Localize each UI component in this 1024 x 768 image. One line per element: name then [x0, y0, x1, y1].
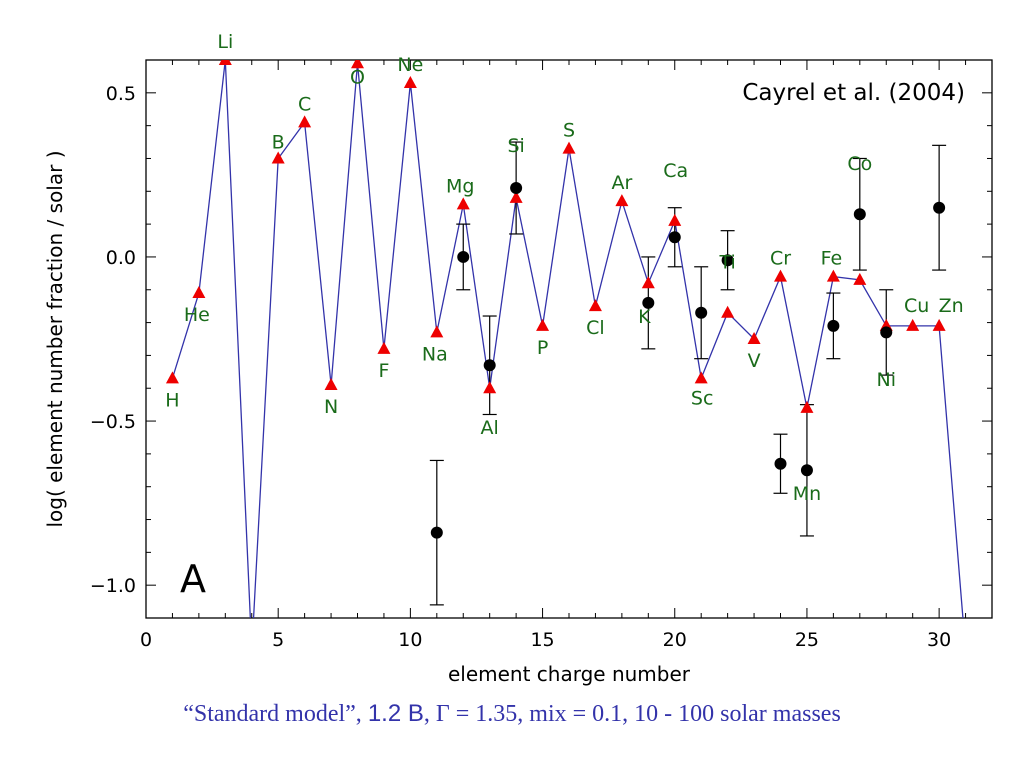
element-label-n: N: [324, 396, 338, 418]
observed-point: [642, 296, 655, 309]
element-label-li: Li: [217, 31, 233, 53]
element-label-ne: Ne: [397, 54, 423, 76]
model-marker: [456, 197, 470, 210]
observed-point: [483, 359, 496, 372]
model-marker: [906, 318, 920, 331]
model-marker: [747, 332, 761, 344]
model-marker: [615, 194, 629, 207]
model-marker: [800, 400, 814, 413]
y-tick-label: 0.0: [106, 247, 136, 269]
element-label-co: Co: [847, 153, 872, 175]
element-label-p: P: [537, 337, 548, 359]
model-marker: [536, 318, 550, 331]
element-label-fe: Fe: [821, 248, 843, 270]
element-label-v: V: [748, 350, 761, 372]
element-label-ti: Ti: [718, 252, 735, 274]
element-label-si: Si: [507, 135, 524, 157]
model-marker: [774, 269, 787, 282]
model-marker: [641, 276, 655, 289]
observed-point: [430, 526, 443, 539]
model-marker: [403, 75, 417, 88]
model-marker: [298, 115, 312, 128]
x-tick-label: 30: [927, 629, 951, 651]
element-label-al: Al: [481, 417, 499, 439]
model-marker: [562, 141, 576, 154]
element-label-na: Na: [422, 343, 448, 365]
caption-part-3: , Γ = 1.35, mix = 0.1, 10 - 100 solar ma…: [423, 701, 841, 727]
observed-point: [510, 182, 523, 195]
element-label-s: S: [563, 120, 575, 142]
element-label-cr: Cr: [770, 248, 791, 270]
element-label-cl: Cl: [586, 317, 605, 339]
model-marker: [588, 299, 602, 312]
model-marker: [192, 286, 206, 299]
y-tick-label: −1.0: [90, 575, 136, 597]
element-label-he: He: [184, 304, 210, 326]
model-marker: [668, 213, 682, 226]
figure-caption: “Standard model”, 1.2 B, Γ = 1.35, mix =…: [0, 700, 1024, 728]
observed-point: [880, 326, 893, 339]
y-axis-title: log( element number fraction / solar ): [43, 150, 67, 527]
model-marker: [694, 371, 708, 384]
model-marker: [245, 644, 258, 656]
element-label-ni: Ni: [877, 369, 897, 391]
element-label-b: B: [272, 131, 285, 153]
element-label-f: F: [378, 360, 389, 382]
y-tick-label: 0.5: [106, 83, 136, 105]
x-tick-label: 15: [530, 629, 554, 651]
model-marker: [377, 341, 391, 354]
element-label-ar: Ar: [611, 172, 632, 194]
caption-part-2: 1.2 B: [367, 700, 424, 727]
model-marker: [509, 190, 523, 203]
x-tick-label: 10: [398, 629, 422, 651]
model-marker: [430, 325, 444, 338]
model-marker: [483, 381, 497, 394]
element-label-sc: Sc: [691, 387, 714, 409]
x-axis-title: element charge number: [448, 662, 691, 686]
observed-point: [827, 319, 840, 332]
element-label-mg: Mg: [446, 175, 474, 197]
element-label-zn: Zn: [939, 295, 964, 317]
element-label-k: K: [638, 306, 651, 328]
caption-part-1: “Standard model”,: [183, 701, 368, 727]
element-label-cu: Cu: [904, 295, 929, 317]
element-label-ca: Ca: [663, 160, 688, 182]
observed-point: [721, 254, 734, 267]
model-marker: [932, 318, 946, 331]
model-marker: [351, 60, 364, 69]
x-tick-label: 5: [272, 629, 284, 651]
observed-point: [774, 457, 787, 470]
observed-point: [800, 464, 813, 477]
model-marker: [271, 151, 285, 164]
panel-label: A: [180, 557, 206, 601]
element-label-o: O: [350, 66, 365, 88]
model-marker: [324, 377, 338, 390]
observed-point: [933, 201, 946, 214]
abundance-chart: 0 5 10 15 20 25 30 −1.0 −0.5 0.0 0.5 H He Li BC N O F Ne N…: [43, 31, 993, 686]
model-marker: [826, 269, 840, 282]
element-label-mn: Mn: [793, 483, 821, 505]
observed-point: [853, 208, 866, 221]
x-tick-label: 20: [663, 629, 687, 651]
x-tick-label: 0: [140, 629, 152, 651]
observed-point: [695, 306, 708, 319]
x-tick-label: 25: [795, 629, 819, 651]
model-marker: [959, 644, 972, 656]
model-marker: [218, 60, 232, 65]
observed-point: [457, 250, 470, 263]
reference-annotation: Cayrel et al. (2004): [742, 80, 965, 106]
element-label-c: C: [298, 93, 311, 115]
model-marker: [853, 272, 867, 285]
model-marker: [721, 305, 735, 318]
model-marker: [165, 371, 179, 384]
y-tick-label: −0.5: [90, 411, 136, 433]
element-label-h: H: [165, 389, 179, 411]
observed-point: [668, 231, 681, 244]
